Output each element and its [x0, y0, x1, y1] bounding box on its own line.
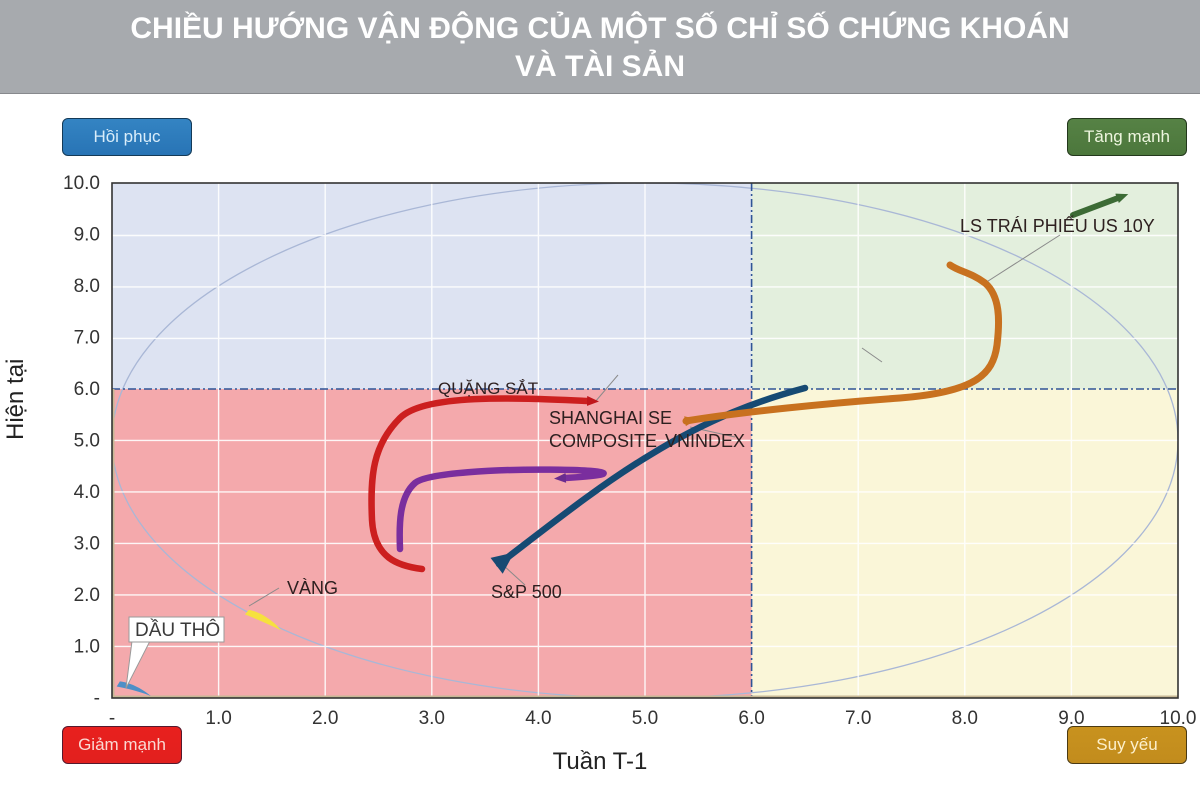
- svg-text:S&P 500: S&P 500: [491, 582, 562, 602]
- svg-text:10.0: 10.0: [1160, 708, 1197, 729]
- svg-text:6.0: 6.0: [74, 379, 100, 400]
- svg-text:LS TRÁI PHIẾU US 10Y: LS TRÁI PHIẾU US 10Y: [960, 215, 1155, 236]
- svg-text:VÀNG: VÀNG: [287, 578, 338, 598]
- svg-text:4.0: 4.0: [74, 482, 100, 503]
- svg-text:8.0: 8.0: [952, 708, 978, 729]
- svg-text:10.0: 10.0: [63, 173, 100, 194]
- svg-text:QUẶNG SẮT: QUẶNG SẮT: [438, 379, 538, 398]
- svg-text:2.0: 2.0: [74, 585, 100, 606]
- svg-text:5.0: 5.0: [74, 430, 100, 451]
- svg-text:5.0: 5.0: [632, 708, 658, 729]
- svg-text:-: -: [109, 708, 115, 729]
- svg-text:DẦU THÔ: DẦU THÔ: [135, 619, 220, 641]
- svg-text:7.0: 7.0: [845, 708, 871, 729]
- svg-text:3.0: 3.0: [419, 708, 445, 729]
- svg-text:1.0: 1.0: [205, 708, 231, 729]
- svg-text:VNINDEX: VNINDEX: [665, 431, 745, 451]
- svg-text:1.0: 1.0: [74, 636, 100, 657]
- svg-text:9.0: 9.0: [1058, 708, 1084, 729]
- svg-text:7.0: 7.0: [74, 327, 100, 348]
- svg-text:-: -: [94, 688, 100, 709]
- svg-text:2.0: 2.0: [312, 708, 338, 729]
- svg-text:COMPOSITE: COMPOSITE: [549, 431, 657, 451]
- svg-text:3.0: 3.0: [74, 533, 100, 554]
- svg-text:8.0: 8.0: [74, 276, 100, 297]
- svg-text:SHANGHAI SE: SHANGHAI SE: [549, 408, 672, 428]
- svg-text:6.0: 6.0: [738, 708, 764, 729]
- svg-text:9.0: 9.0: [74, 225, 100, 246]
- svg-text:4.0: 4.0: [525, 708, 551, 729]
